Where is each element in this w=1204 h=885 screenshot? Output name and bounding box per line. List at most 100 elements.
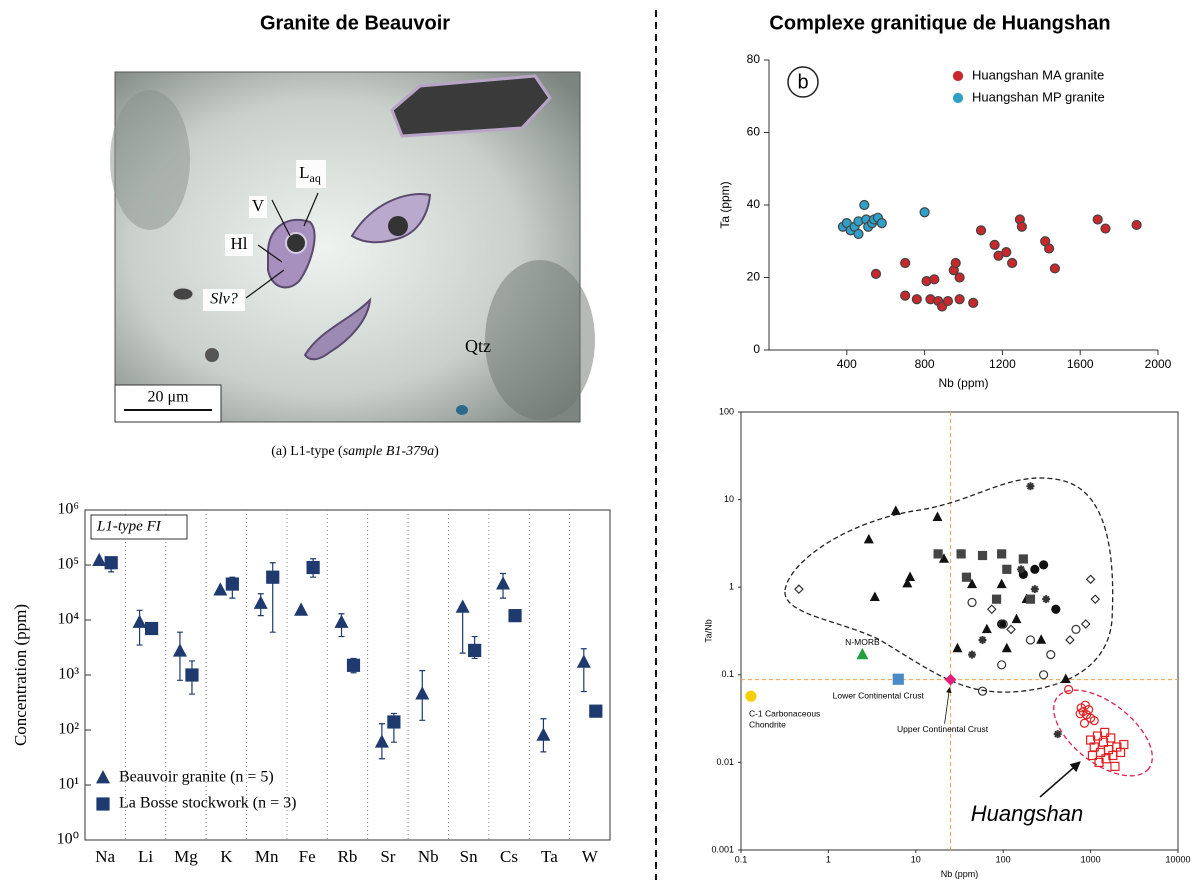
annotation-arrow	[1039, 761, 1081, 798]
right-title: Complexe granitique de Huangshan	[769, 12, 1110, 34]
marker-circle	[950, 257, 961, 269]
reference-label: C-1 Carbonaceous	[749, 708, 820, 718]
marker-circle	[870, 268, 882, 279]
marker-circle	[1007, 257, 1018, 269]
marker-circle	[1071, 624, 1081, 634]
scale-bar-label: 20 μm	[147, 389, 189, 406]
marker-cross	[1053, 730, 1062, 739]
marker-triangle	[334, 614, 349, 628]
label-arrow	[944, 687, 952, 724]
marker-circle	[1039, 670, 1049, 680]
marker-circle	[954, 272, 965, 283]
marker-circle	[1075, 709, 1085, 719]
x-tick-label: 1	[826, 855, 831, 865]
y-tick-label: 100	[719, 406, 734, 416]
y-tick-label: 0	[753, 342, 760, 356]
plot-frame	[740, 411, 1179, 851]
marker-diamond	[1090, 594, 1101, 605]
caption-text: )	[434, 444, 439, 459]
x-tick-label: W	[582, 847, 599, 866]
x-tick-label: K	[220, 847, 233, 866]
annotation: Huangshan	[971, 801, 1084, 826]
legend-label: Huangshan MP granite	[972, 89, 1105, 104]
marker-square	[991, 594, 1002, 604]
inclusion	[350, 193, 432, 244]
pointer	[271, 199, 291, 237]
marker-triangle	[374, 734, 389, 748]
marker-circle	[1079, 718, 1090, 728]
marker-square	[1119, 739, 1129, 750]
x-tick-label: Sn	[460, 847, 478, 866]
y-axis-label: Ta/Nb	[704, 619, 714, 643]
pointer	[245, 269, 285, 299]
inclusion	[172, 287, 194, 301]
panel-label: b	[797, 71, 808, 93]
marker-square	[306, 560, 320, 575]
marker-triangle	[576, 654, 591, 668]
reference-point	[745, 690, 757, 702]
y-tick-label: 10⁴	[57, 611, 79, 628]
reference-label: N-MORB	[845, 637, 880, 647]
x-tick-label: Ta	[541, 847, 558, 866]
label-box	[296, 160, 326, 188]
marker-diamond	[1006, 624, 1016, 635]
marker-square	[589, 704, 603, 718]
marker-circle	[1046, 650, 1056, 660]
y-tick-label: 20	[747, 270, 761, 284]
marker-square	[144, 621, 159, 636]
marker-diamond	[986, 604, 997, 615]
marker-square	[104, 556, 118, 570]
marker-circle	[977, 686, 988, 696]
crystal	[390, 74, 552, 138]
marker-cross	[1030, 585, 1039, 594]
x-tick-label: Li	[138, 847, 153, 866]
x-tick-label: Fe	[299, 847, 316, 866]
photo-label-sub: aq	[310, 171, 321, 185]
x-tick-label: Rb	[338, 847, 358, 866]
marker-square	[508, 609, 522, 623]
marker-square	[346, 658, 361, 672]
legend-label: Huangshan MA granite	[972, 67, 1104, 82]
marker-diamond	[1065, 635, 1075, 645]
error-bar	[459, 607, 466, 654]
marker-triangle	[905, 571, 916, 582]
reference-label: Lower Continental Crust	[833, 690, 925, 700]
y-tick-label: 40	[747, 197, 761, 211]
envelope	[784, 477, 1114, 693]
marker-circle	[968, 297, 979, 308]
caption-text: (a) L1-type (	[271, 444, 343, 459]
marker-triangle	[1001, 642, 1012, 653]
inclusion	[205, 348, 219, 362]
marker-diamond	[1085, 574, 1096, 585]
marker-circle	[942, 295, 954, 307]
y-tick-label: 10⁵	[57, 556, 79, 573]
marker-circle	[1131, 219, 1142, 231]
marker-square	[1106, 733, 1116, 743]
photo-label-base: L	[299, 163, 309, 182]
marker-circle	[876, 218, 887, 229]
marker-circle	[1016, 221, 1027, 232]
x-tick-label: 1600	[1067, 357, 1094, 371]
x-axis-label: Nb (ppm)	[941, 869, 979, 879]
marker-square	[933, 549, 943, 559]
x-tick-label: Mg	[174, 847, 198, 866]
legend-label: Beauvoir granite (n = 5)	[119, 769, 274, 786]
marker-circle	[998, 619, 1008, 629]
marker-triangle	[132, 614, 147, 628]
marker-circle	[911, 294, 922, 305]
x-tick-label: 100	[996, 855, 1011, 865]
label-box	[225, 234, 253, 256]
marker-square	[1100, 727, 1110, 738]
y-tick-label: 10⁰	[57, 831, 79, 848]
marker-square	[956, 549, 966, 559]
legend-marker	[96, 797, 110, 811]
inclusion	[456, 405, 468, 415]
marker-circle	[989, 239, 1000, 250]
envelope	[1053, 689, 1153, 777]
marker-triangle	[863, 533, 874, 544]
annotation: L1-type FI	[96, 518, 162, 534]
marker-square	[977, 550, 988, 561]
marker-circle	[929, 274, 940, 285]
